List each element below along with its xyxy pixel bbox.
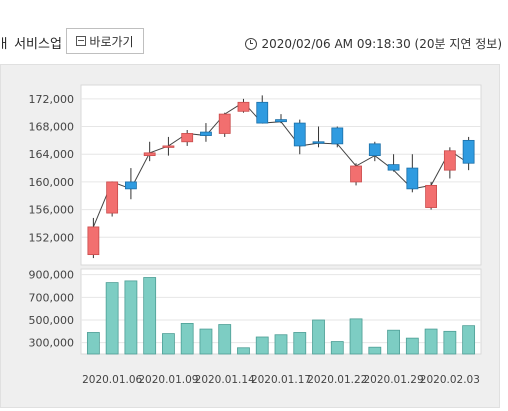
volume-bar [124, 280, 138, 355]
stock-chart: 152,000 156,000 160,000 164,000 168,000 172,0… [29, 84, 482, 386]
price-tick-label: 156,000 [29, 204, 75, 217]
candle-body [425, 184, 437, 208]
candle-body [256, 101, 269, 124]
price-tick-label: 152,000 [29, 231, 75, 244]
candle-body [106, 181, 119, 214]
candle-body [162, 145, 175, 148]
candle-body [368, 143, 381, 157]
date-tick-label: 2020.01.06 [82, 374, 142, 386]
chart-panel: 152,000 156,000 160,000 164,000 168,000 172,0… [0, 64, 500, 408]
volume-bar [255, 336, 269, 355]
volume-bar [143, 277, 157, 355]
timestamp-text: 2020/02/06 AM 09:18:30 (20분 지연 정보) [261, 37, 502, 51]
candle-body [293, 122, 306, 147]
volume-bar [86, 332, 100, 355]
price-tick-label: 164,000 [29, 148, 75, 161]
shortcut-button[interactable]: 바로가기 [66, 28, 144, 54]
volume-bar [462, 325, 476, 355]
volume-bar [105, 282, 119, 355]
shortcut-label: 바로가기 [89, 34, 134, 49]
volume-bar [405, 337, 419, 355]
price-tick-label: 168,000 [29, 121, 75, 134]
candle-body [331, 127, 344, 145]
candle-body [312, 141, 325, 144]
candle-body [350, 165, 362, 183]
price-tick-label: 160,000 [29, 176, 75, 189]
volume-bar [237, 347, 250, 355]
volume-tick-label: 300,000 [29, 337, 75, 350]
date-tick-label: 2020.01.09 [138, 374, 198, 386]
window-icon [76, 36, 87, 46]
candle-body [462, 139, 475, 164]
volume-bar [293, 332, 307, 355]
page-title: ㅐ 서비스업 [0, 37, 62, 52]
candle-body [87, 226, 100, 256]
clock-icon [245, 37, 258, 50]
candle-body [237, 101, 250, 112]
volume-bar [199, 328, 213, 355]
price-plot-area [80, 84, 482, 266]
volume-bar [424, 328, 438, 355]
volume-tick-label: 900,000 [29, 269, 75, 282]
candle-body [181, 133, 194, 143]
header: ㅐ 서비스업 바로가기 2020/02/06 AM 09:18:30 (20분 … [0, 0, 508, 62]
volume-tick-label: 500,000 [29, 314, 75, 327]
date-tick-label: 2020.01.17 [251, 374, 311, 386]
volume-bar [330, 341, 344, 355]
candle-body [387, 164, 400, 171]
date-tick-label: 2020.01.14 [195, 374, 255, 386]
volume-bar [368, 346, 382, 355]
volume-bar [218, 324, 232, 355]
volume-bar [443, 330, 457, 355]
volume-bar [349, 318, 363, 355]
volume-bar [387, 329, 400, 355]
date-tick-label: 2020.01.22 [307, 374, 367, 386]
candle-body [443, 150, 456, 171]
candle-body [143, 152, 156, 157]
price-tick-label: 172,000 [29, 93, 75, 106]
date-tick-label: 2020.01.29 [364, 374, 424, 386]
volume-tick-label: 700,000 [29, 291, 75, 304]
date-tick-label: 2020.02.03 [420, 374, 480, 386]
candle-body [406, 167, 419, 190]
volume-bar [180, 322, 194, 355]
volume-bar [274, 334, 288, 355]
volume-bar [312, 319, 325, 355]
volume-bar [162, 333, 175, 355]
candle-body [125, 181, 137, 190]
candle-body [200, 131, 212, 136]
candle-body [218, 113, 231, 134]
timestamp: 2020/02/06 AM 09:18:30 (20분 지연 정보) [245, 35, 502, 52]
candle-body [275, 119, 287, 123]
